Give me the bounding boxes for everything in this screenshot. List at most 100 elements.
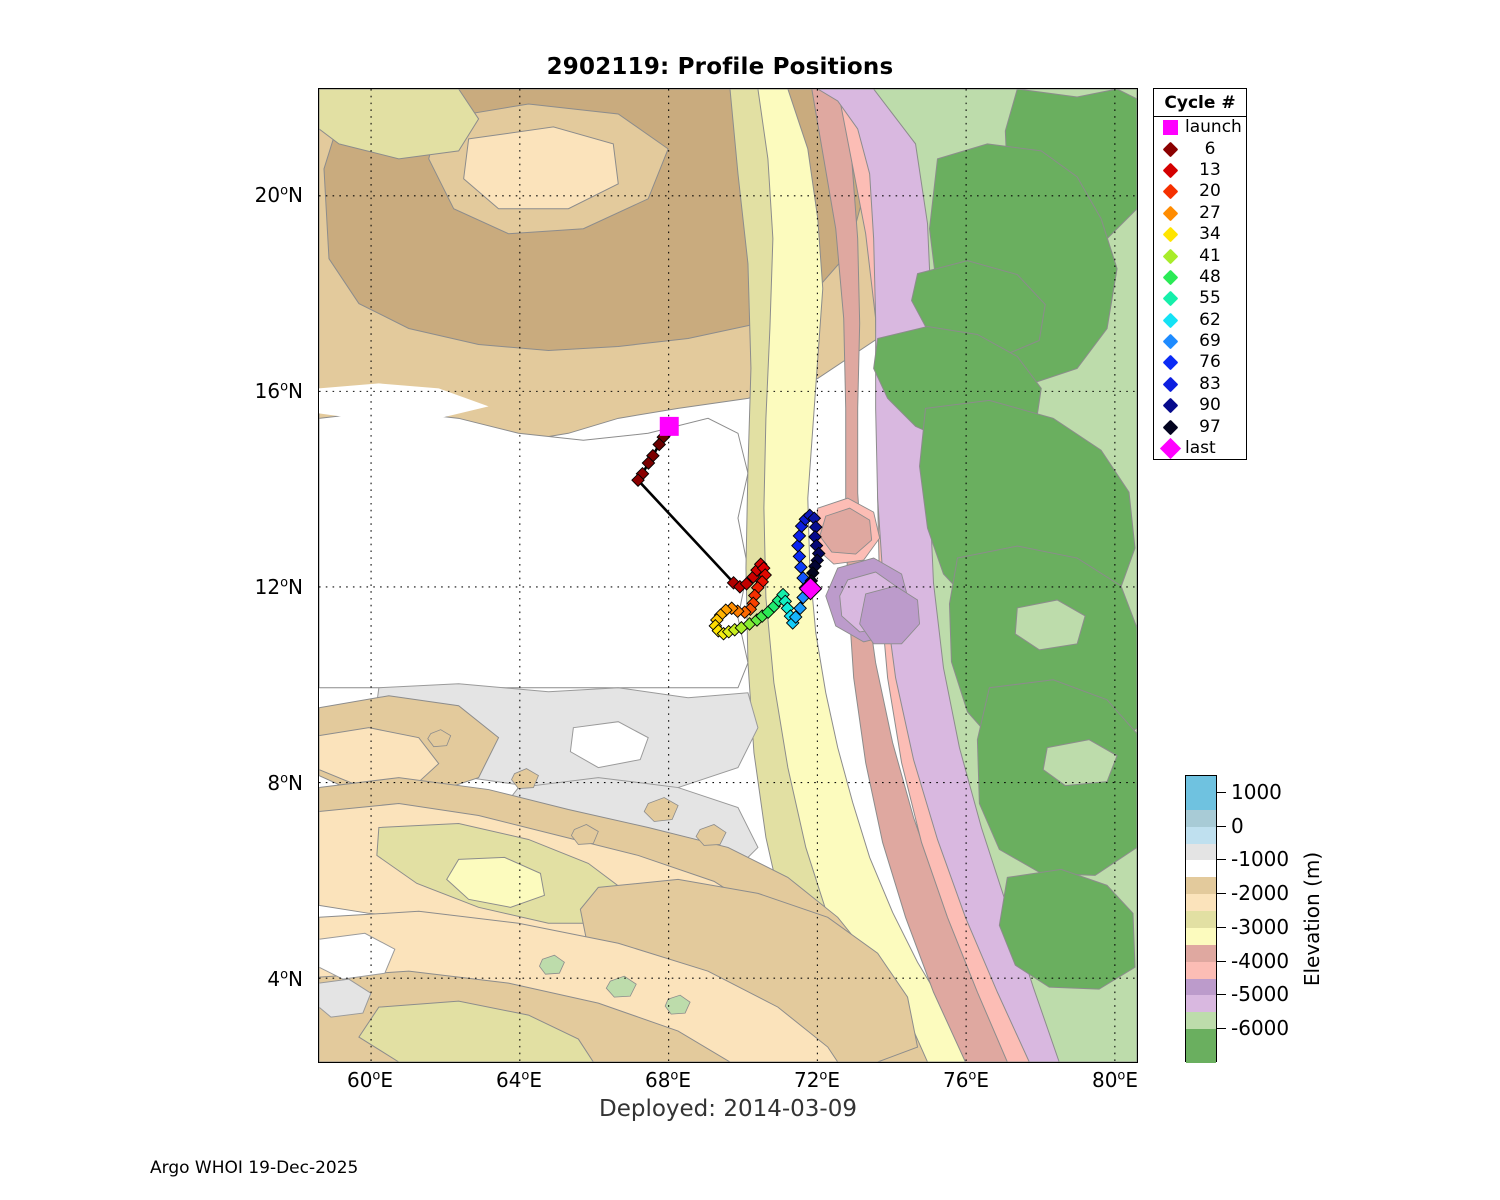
profile-marker [792,549,807,564]
y-axis-label-16N: 16oN [254,379,303,403]
colorbar-tick [1217,859,1226,861]
colorbar-band [1186,877,1216,895]
cycle-marker-icon [1159,141,1181,157]
cycle-marker-icon [1159,269,1181,286]
legend-item-label: 34 [1199,224,1221,245]
cycle-marker-icon [1159,312,1181,328]
page-title: 2902119: Profile Positions [546,54,894,80]
colorbar-band [1186,843,1216,861]
legend-item-label: launch [1185,117,1242,138]
legend-item-55[interactable]: 55 [1154,288,1246,309]
cycle-marker-icon [1159,162,1181,179]
colorbar-band [1186,826,1216,844]
last-position-marker [798,577,823,601]
legend-item-label: 90 [1199,395,1221,416]
legend-item-20[interactable]: 20 [1154,181,1246,202]
cycle-marker-icon [1159,419,1181,435]
profile-marker [652,437,667,452]
legend-item-34[interactable]: 34 [1154,224,1246,245]
legend-item-launch[interactable]: launch [1154,117,1246,138]
colorbar-tick-label: -1000 [1231,847,1290,872]
legend-item-83[interactable]: 83 [1154,374,1246,395]
bathymetry-map [319,89,1137,1062]
legend-item-48[interactable]: 48 [1154,267,1246,288]
colorbar-band [1186,911,1216,928]
legend-item-label: 48 [1199,266,1221,287]
colorbar-tick-label: -3000 [1231,914,1290,939]
cycle-marker-icon [1159,248,1181,264]
y-axis-label-4N: 4oN [267,967,303,991]
colorbar-band [1186,894,1216,911]
profile-marker [794,560,808,575]
legend-item-label: 69 [1199,331,1221,352]
legend-item-27[interactable]: 27 [1154,203,1246,224]
colorbar-band [1186,1012,1216,1030]
last-marker-icon [1159,437,1181,460]
y-axis-label-8N: 8oN [267,771,303,795]
colorbar-tick-label: 0 [1231,813,1244,838]
colorbar-tick-label: 1000 [1231,779,1282,804]
cycle-marker-icon [1159,184,1181,200]
legend-item-97[interactable]: 97 [1154,416,1246,437]
colorbar-tick [1217,1028,1226,1030]
credit-text: Argo WHOI 19-Dec-2025 [150,1158,359,1178]
colorbar-tick-label: -2000 [1231,881,1290,906]
cycle-marker-icon [1159,226,1181,243]
colorbar-tick [1217,825,1226,827]
map-plot-area[interactable] [318,88,1138,1063]
legend-item-last[interactable]: last [1154,437,1246,460]
colorbar-tick [1217,994,1226,996]
legend-item-label: 55 [1199,288,1221,309]
x-axis-label-80E: 80oE [1091,1068,1139,1092]
profile-marker [792,529,807,543]
deployed-date: Deployed: 2014-03-09 [598,1096,857,1122]
legend-item-41[interactable]: 41 [1154,245,1246,266]
legend-item-label: 27 [1199,202,1221,223]
legend-item-label: 41 [1199,245,1221,266]
profile-marker [793,601,807,616]
profile-marker [641,456,656,470]
profile-marker [631,473,645,487]
profile-marker [791,538,805,553]
colorbar-tick-label: -5000 [1231,982,1290,1007]
cycle-legend[interactable]: Cycle # launch 6 13 20 27 34 41 48 55 62 69 76 83 90 9… [1153,88,1247,461]
legend-item-90[interactable]: 90 [1154,395,1246,416]
elevation-colorbar [1185,775,1217,1063]
legend-item-62[interactable]: 62 [1154,310,1246,331]
legend-item-label: 97 [1199,416,1221,437]
colorbar-tick [1217,926,1226,928]
cycle-marker-icon [1159,291,1181,307]
cycle-marker-icon [1159,376,1181,393]
legend-item-label: 6 [1204,138,1216,159]
legend-item-label: last [1185,438,1216,459]
profile-marker [788,610,803,624]
colorbar-tick [1217,960,1226,962]
y-axis-label-20N: 20oN [254,183,303,207]
x-axis-label-60E: 60oE [346,1068,394,1092]
x-axis-label-76E: 76oE [942,1068,990,1092]
cycle-marker-icon [1159,355,1181,371]
cycle-marker-icon [1159,205,1181,222]
colorbar-band [1186,961,1216,979]
cycle-marker-icon [1159,397,1181,414]
legend-item-label: 20 [1199,181,1221,202]
legend-item-76[interactable]: 76 [1154,352,1246,373]
colorbar-band [1186,1029,1216,1046]
x-axis-label-68E: 68oE [644,1068,692,1092]
legend-item-6[interactable]: 6 [1154,138,1246,159]
legend-rows: launch 6 13 20 27 34 41 48 55 62 69 76 83 90 97 last [1154,117,1246,460]
float-trajectory [631,416,826,641]
colorbar-band [1186,927,1216,945]
launch-marker-icon [1159,120,1181,136]
legend-item-13[interactable]: 13 [1154,160,1246,181]
legend-item-69[interactable]: 69 [1154,331,1246,352]
colorbar-tick-label: -4000 [1231,948,1290,973]
legend-item-label: 83 [1199,373,1221,394]
legend-item-label: 62 [1199,309,1221,330]
colorbar-tick [1217,893,1226,895]
cycle-marker-icon [1159,333,1181,350]
y-axis-label-12N: 12oN [254,575,303,599]
launch-marker [659,416,679,436]
x-axis-label-72E: 72oE [793,1068,841,1092]
colorbar-band [1186,995,1216,1013]
